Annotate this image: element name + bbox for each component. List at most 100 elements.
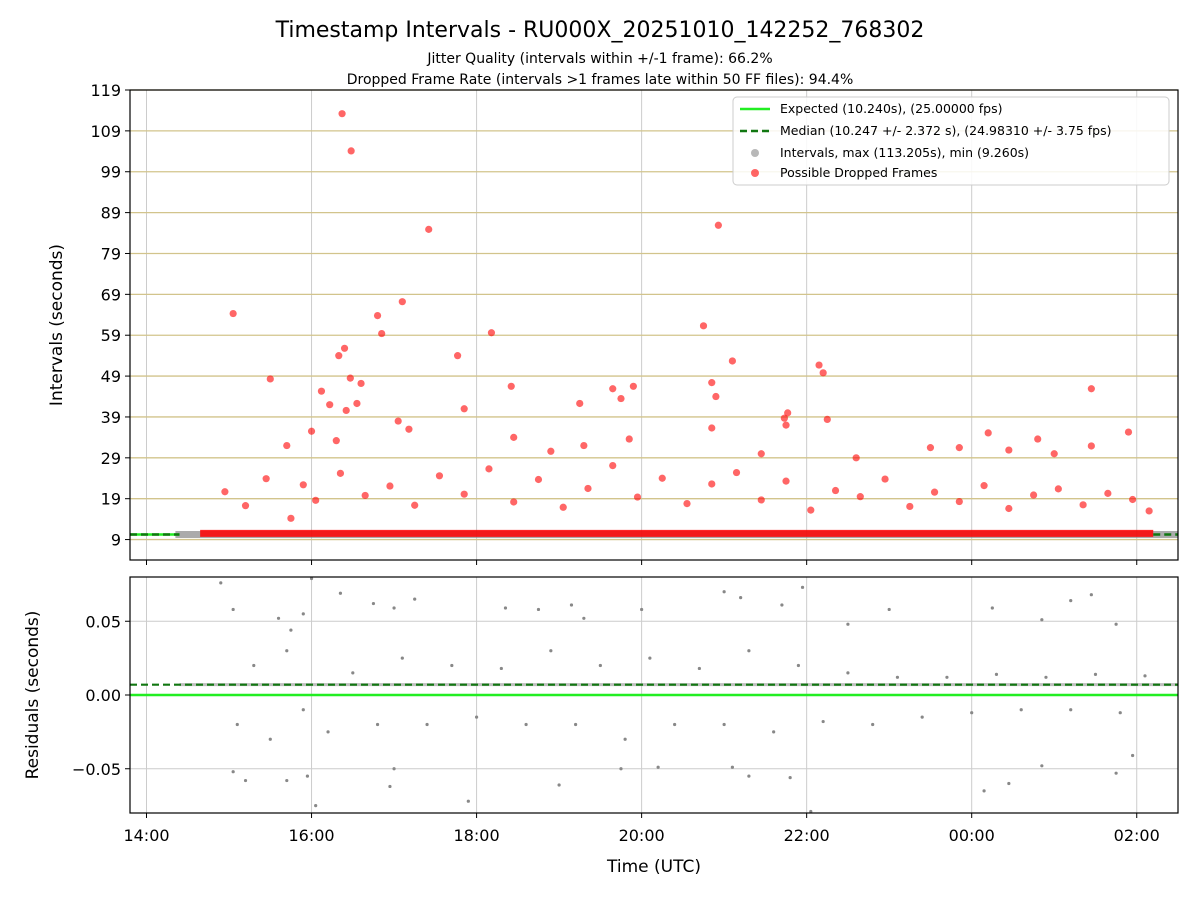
residual-point bbox=[788, 776, 792, 780]
intervals-y-tick-label: 9 bbox=[111, 531, 121, 550]
residual-point bbox=[351, 671, 355, 675]
dropped-frame-point bbox=[819, 369, 827, 377]
residual-point bbox=[1069, 708, 1073, 712]
chart-subtitle-jitter: Jitter Quality (intervals within +/-1 fr… bbox=[426, 51, 772, 67]
dropped-frame-point bbox=[732, 468, 741, 477]
dropped-frame-point bbox=[955, 497, 963, 506]
dropped-frame-point bbox=[435, 472, 444, 480]
residual-point bbox=[673, 722, 677, 727]
dropped-frame-point bbox=[782, 477, 790, 485]
dropped-frame-point bbox=[342, 406, 350, 415]
intervals-y-tick-label: 89 bbox=[101, 204, 121, 223]
x-tick-label: 22:00 bbox=[784, 826, 830, 845]
residual-point bbox=[640, 607, 644, 612]
intervals-baseline-band bbox=[175, 529, 1178, 538]
dropped-frame-point bbox=[856, 493, 864, 501]
dropped-frame-point bbox=[1034, 435, 1042, 443]
dropped-frame-point bbox=[332, 437, 340, 445]
residual-point bbox=[1114, 622, 1118, 626]
dropped-frame-point bbox=[708, 379, 716, 387]
dropped-frame-point bbox=[1054, 485, 1062, 493]
dropped-frame-point bbox=[405, 425, 413, 433]
dropped-frame-point bbox=[815, 361, 823, 369]
residual-point bbox=[231, 607, 235, 612]
residual-point bbox=[722, 590, 726, 594]
residual-point bbox=[990, 606, 994, 610]
residual-point bbox=[557, 783, 561, 787]
dropped-frame-point bbox=[780, 414, 788, 422]
residual-point bbox=[598, 663, 602, 668]
dropped-frame-point bbox=[625, 435, 633, 443]
dropped-frame-point bbox=[728, 357, 736, 365]
dropped-frame-point bbox=[357, 379, 365, 388]
residual-point bbox=[285, 778, 289, 783]
residuals-x-ticks: 14:00 16:00 18:00 20:00 22:00 00:00 02:00 bbox=[123, 813, 1160, 845]
residual-point bbox=[1131, 753, 1135, 758]
residual-point bbox=[388, 784, 392, 789]
residual-point bbox=[1118, 711, 1122, 715]
dropped-frame-point bbox=[807, 506, 815, 514]
chart-subtitle-dropped: Dropped Frame Rate (intervals >1 frames … bbox=[347, 72, 854, 88]
dropped-frame-point bbox=[584, 484, 592, 493]
residual-point bbox=[809, 809, 813, 814]
residual-point bbox=[314, 804, 318, 808]
dropped-frame-point bbox=[757, 450, 765, 458]
residual-point bbox=[623, 737, 627, 741]
dropped-frame-point bbox=[317, 387, 326, 395]
legend-dropped-swatch bbox=[751, 169, 759, 177]
dropped-frame-point bbox=[307, 427, 316, 435]
dropped-frame-point bbox=[510, 433, 518, 441]
residual-point bbox=[739, 596, 743, 600]
residual-point bbox=[722, 722, 726, 727]
dropped-frame-point bbox=[757, 496, 765, 504]
residuals-y-tick-label: −0.05 bbox=[72, 760, 121, 779]
dropped-frame-point bbox=[266, 375, 274, 383]
residual-point bbox=[920, 715, 924, 719]
dropped-frame-point bbox=[386, 482, 394, 490]
dropped-frame-point bbox=[629, 382, 637, 390]
dropped-frame-point bbox=[283, 441, 291, 450]
dropped-frame-point bbox=[287, 514, 295, 522]
residual-point bbox=[994, 672, 999, 676]
residual-point bbox=[524, 722, 528, 727]
residual-point bbox=[305, 774, 310, 778]
residual-point bbox=[846, 671, 850, 675]
residual-point bbox=[1040, 764, 1044, 768]
dropped-frame-point bbox=[1029, 491, 1038, 499]
legend-intervals-swatch bbox=[751, 149, 759, 157]
x-tick-label: 20:00 bbox=[619, 826, 665, 845]
intervals-y-tick-label: 49 bbox=[101, 367, 121, 386]
residual-point bbox=[243, 778, 248, 783]
residual-point bbox=[1093, 672, 1098, 676]
residual-point bbox=[309, 576, 314, 581]
residual-point bbox=[413, 597, 417, 601]
dropped-frame-point bbox=[394, 417, 402, 425]
x-tick-label: 14:00 bbox=[123, 826, 169, 845]
residual-point bbox=[1089, 593, 1093, 597]
residual-point bbox=[503, 606, 508, 610]
residual-point bbox=[697, 666, 701, 671]
dropped-frame-point bbox=[1087, 442, 1095, 450]
dropped-frame-point bbox=[346, 374, 354, 382]
dropped-frame-point bbox=[980, 482, 988, 490]
intervals-y-tick-label: 59 bbox=[101, 326, 121, 345]
residual-point bbox=[982, 789, 986, 793]
dropped-frame-point bbox=[1087, 385, 1095, 393]
dropped-frame-point bbox=[784, 409, 792, 417]
intervals-plot-panel: 9 19 29 39 49 59 69 79 89 99 109 119 Intervals (sec… bbox=[47, 81, 1179, 565]
dropped-frame-point bbox=[507, 382, 515, 390]
intervals-x-ticks bbox=[146, 560, 1138, 565]
residual-point bbox=[895, 675, 900, 679]
dropped-frame-point bbox=[708, 424, 716, 432]
residuals-y-ticks: −0.05 0.00 0.05 bbox=[72, 612, 130, 779]
dropped-frame-point bbox=[335, 352, 343, 360]
intervals-y-axis-label: Intervals (seconds) bbox=[47, 244, 67, 406]
dropped-frame-point bbox=[633, 493, 642, 501]
dropped-frame-point bbox=[683, 500, 691, 508]
intervals-y-tick-label: 29 bbox=[101, 449, 121, 468]
dropped-frame-point bbox=[229, 309, 237, 318]
dropped-frame-point bbox=[658, 474, 666, 482]
dropped-frame-point bbox=[460, 490, 468, 498]
intervals-y-tick-label: 109 bbox=[90, 122, 121, 141]
dropped-frame-point bbox=[485, 465, 493, 473]
